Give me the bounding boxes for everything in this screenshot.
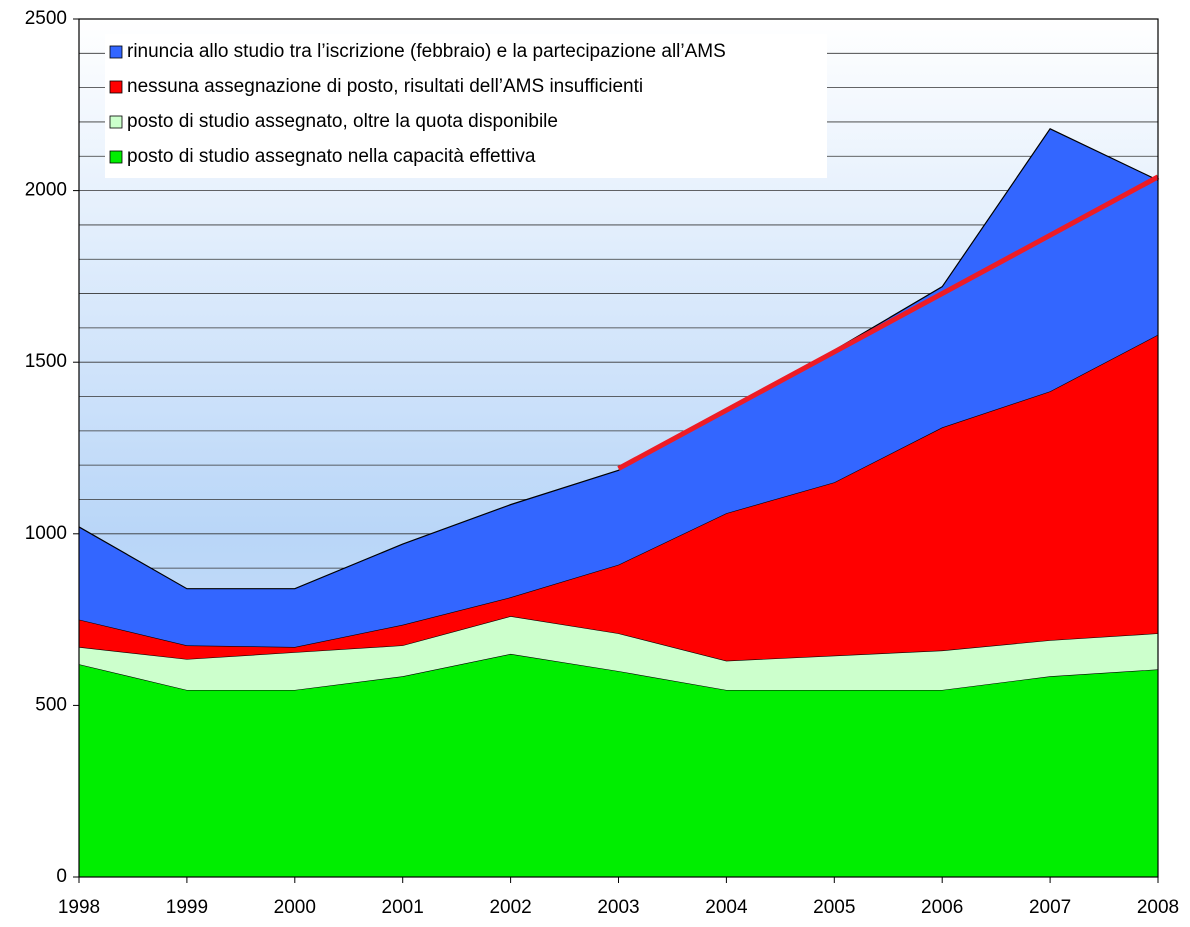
area — [79, 334, 1158, 661]
area — [79, 616, 1158, 690]
legend-swatch — [109, 115, 123, 129]
area — [79, 128, 1158, 648]
legend-box — [105, 34, 827, 178]
x-tick-label: 2004 — [705, 897, 748, 918]
x-tick-label: 2000 — [274, 897, 316, 918]
x-tick-label: 2007 — [1029, 897, 1071, 918]
y-tick-label: 2500 — [25, 8, 67, 29]
x-tick-label: 2006 — [921, 897, 963, 918]
area — [79, 653, 1158, 877]
x-tick-label: 2005 — [813, 897, 855, 918]
y-tick-label: 2000 — [25, 180, 67, 201]
y-tick-label: 1500 — [25, 351, 67, 372]
area-edge — [78, 128, 1159, 590]
y-tick-label: 0 — [56, 866, 67, 887]
legend-swatch — [109, 150, 123, 164]
legend-label: posto di studio assegnato nella capacità… — [127, 146, 536, 167]
x-tick-label: 2008 — [1137, 897, 1179, 918]
trend-line — [617, 174, 1160, 471]
x-tick-label: 2002 — [489, 897, 531, 918]
y-tick-label: 1000 — [25, 523, 67, 544]
x-tick-label: 2001 — [382, 897, 424, 918]
legend-label: nessuna assegnazione di posto, risultati… — [127, 76, 643, 97]
x-tick-label: 1999 — [166, 897, 208, 918]
x-tick-label: 1998 — [58, 897, 100, 918]
y-tick-label: 500 — [35, 694, 67, 715]
legend-label: posto di studio assegnato, oltre la quot… — [127, 111, 558, 132]
legend-swatch — [109, 45, 123, 59]
legend-swatch — [109, 80, 123, 94]
x-tick-label: 2003 — [597, 897, 639, 918]
legend-label: rinuncia allo studio tra l’iscrizione (f… — [127, 41, 726, 62]
